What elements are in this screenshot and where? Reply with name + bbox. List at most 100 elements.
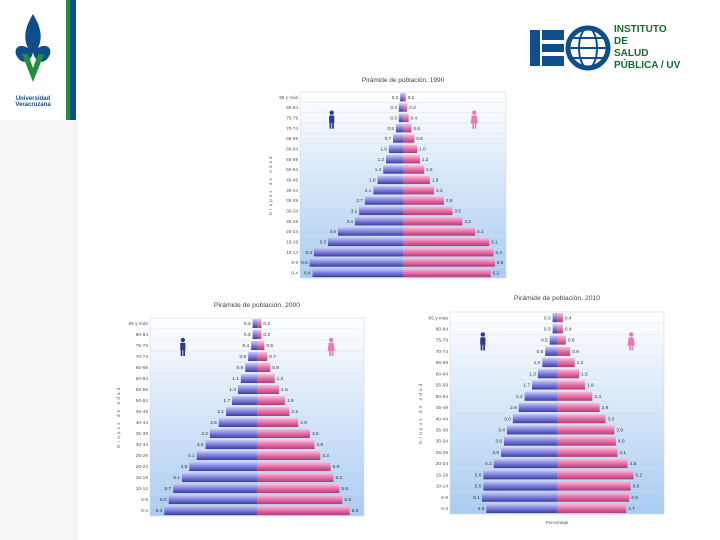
female-value-label: 0.3 bbox=[263, 321, 270, 327]
male-value-label: 0.6 bbox=[239, 354, 246, 360]
insp-line-3: SALUD bbox=[614, 48, 649, 59]
category-label: 25-29 bbox=[136, 453, 149, 459]
male-value-label: 3.8 bbox=[492, 450, 499, 456]
male-bar bbox=[359, 206, 403, 216]
female-value-label: 1.5 bbox=[281, 387, 288, 393]
insp-line-2: DE bbox=[614, 36, 628, 47]
category-label: 65-69 bbox=[286, 136, 298, 141]
category-label: 25-29 bbox=[286, 219, 298, 224]
chart-title: Pirámide de población, 1990 bbox=[362, 77, 445, 84]
female-bar bbox=[257, 450, 321, 461]
female-value-label: 3.6 bbox=[312, 431, 319, 437]
male-value-label: 2.7 bbox=[356, 198, 363, 203]
category-label: 55-59 bbox=[136, 387, 149, 393]
category-label: 35-39 bbox=[436, 428, 449, 434]
female-bar bbox=[557, 470, 634, 480]
male-bar bbox=[486, 503, 557, 513]
male-value-label: 0.3 bbox=[244, 332, 251, 338]
female-bar bbox=[403, 237, 490, 247]
female-bar bbox=[403, 103, 408, 112]
female-value-label: 3.9 bbox=[616, 428, 623, 434]
chart-title: Pirámide de población, 2000 bbox=[214, 302, 300, 309]
male-bar bbox=[493, 458, 557, 469]
male-value-label: 0.5 bbox=[541, 338, 548, 344]
male-value-label: 3.6 bbox=[495, 439, 502, 445]
female-value-label: 6.3 bbox=[352, 508, 359, 514]
female-value-label: 2.2 bbox=[436, 188, 443, 193]
female-bar bbox=[257, 395, 285, 406]
female-value-label: 6.4 bbox=[496, 250, 503, 255]
category-label: 0-4 bbox=[291, 270, 298, 275]
male-value-label: 1.7 bbox=[223, 398, 230, 404]
male-bar bbox=[501, 447, 557, 457]
category-label: 15-19 bbox=[436, 472, 449, 478]
male-value-label: 4.8 bbox=[478, 506, 485, 512]
female-value-label: 1.0 bbox=[419, 146, 426, 151]
female-value-label: 6.2 bbox=[493, 270, 500, 275]
male-bar bbox=[205, 439, 257, 450]
female-bar bbox=[257, 428, 310, 439]
male-value-label: 0.2 bbox=[392, 95, 399, 100]
category-label: 5-9 bbox=[141, 497, 148, 503]
male-value-label: 0.5 bbox=[388, 126, 395, 131]
male-bar bbox=[506, 425, 557, 435]
male-bar bbox=[393, 134, 403, 143]
category-label: 75-79 bbox=[436, 338, 449, 344]
female-value-label: 2.8 bbox=[300, 420, 307, 426]
category-label: 70-74 bbox=[436, 349, 449, 355]
category-label: 10-14 bbox=[436, 484, 449, 490]
category-label: 30-34 bbox=[436, 439, 449, 445]
female-bar bbox=[557, 391, 593, 401]
category-label: 65-69 bbox=[436, 360, 449, 366]
category-label: 35-39 bbox=[286, 198, 298, 203]
male-bar bbox=[313, 247, 403, 257]
female-value-label: 0.5 bbox=[266, 343, 273, 349]
male-value-label: 1.3 bbox=[229, 387, 236, 393]
male-value-label: 0.3 bbox=[390, 105, 397, 110]
female-bar bbox=[257, 384, 280, 395]
female-bar bbox=[557, 492, 630, 502]
male-bar bbox=[388, 144, 403, 154]
male-value-label: 0.4 bbox=[242, 343, 249, 349]
y-axis-label: Grupos de edad bbox=[418, 382, 424, 444]
category-label: 85 y más bbox=[429, 315, 449, 321]
female-bar bbox=[257, 439, 315, 450]
category-label: 5-9 bbox=[291, 260, 298, 265]
female-bar bbox=[257, 505, 350, 516]
male-bar bbox=[173, 483, 257, 494]
female-bar bbox=[403, 134, 415, 143]
female-bar bbox=[257, 362, 271, 373]
category-label: 20-24 bbox=[436, 461, 449, 467]
male-value-label: 6.3 bbox=[306, 250, 313, 255]
male-value-label: 5.1 bbox=[473, 495, 480, 501]
category-label: 40-44 bbox=[436, 416, 449, 422]
male-value-label: 3.0 bbox=[504, 416, 511, 422]
category-label: 75-79 bbox=[286, 115, 298, 120]
y-axis-label: Grupos de edad bbox=[268, 155, 273, 216]
female-value-label: 5.6 bbox=[341, 486, 348, 492]
female-value-label: 0.9 bbox=[572, 349, 579, 355]
female-value-label: 2.2 bbox=[291, 409, 298, 415]
male-bar bbox=[383, 165, 403, 174]
male-value-label: 2.6 bbox=[510, 405, 517, 411]
male-bar bbox=[231, 395, 257, 406]
category-label: 60-64 bbox=[286, 146, 298, 151]
male-value-label: 4.6 bbox=[181, 464, 188, 470]
female-value-label: 3.9 bbox=[316, 442, 323, 448]
female-figure-icon bbox=[627, 332, 635, 351]
female-bar bbox=[557, 335, 566, 345]
female-value-label: 1.9 bbox=[587, 383, 594, 389]
category-label: 5-9 bbox=[441, 495, 448, 501]
female-value-label: 0.3 bbox=[263, 332, 270, 338]
female-bar bbox=[257, 494, 343, 505]
female-bar bbox=[257, 417, 299, 428]
female-value-label: 0.8 bbox=[416, 136, 423, 141]
female-value-label: 2.9 bbox=[446, 198, 453, 203]
category-label: 25-29 bbox=[436, 450, 449, 456]
male-bar bbox=[552, 313, 557, 323]
female-value-label: 5.2 bbox=[336, 475, 343, 481]
female-bar bbox=[403, 216, 463, 226]
male-value-label: 0.3 bbox=[544, 315, 551, 321]
male-value-label: 0.3 bbox=[244, 321, 251, 327]
male-bar bbox=[537, 369, 557, 379]
